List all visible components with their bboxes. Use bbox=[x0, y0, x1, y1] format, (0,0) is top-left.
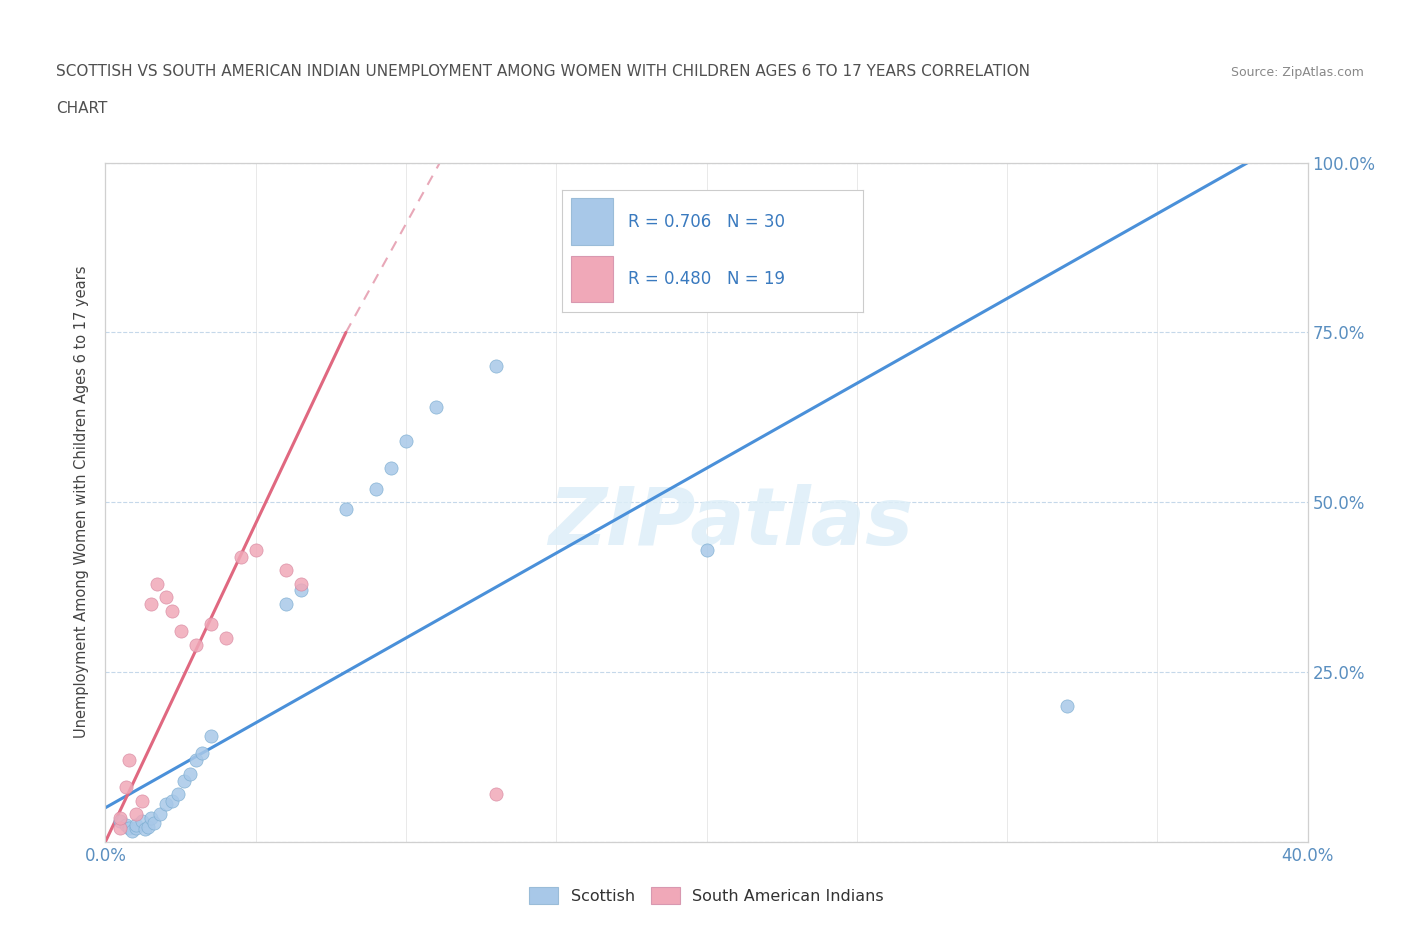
Text: CHART: CHART bbox=[56, 101, 108, 116]
Point bbox=[115, 817, 138, 832]
Point bbox=[173, 773, 195, 788]
Point bbox=[274, 563, 297, 578]
Text: Source: ZipAtlas.com: Source: ZipAtlas.com bbox=[1230, 66, 1364, 79]
Point bbox=[134, 822, 156, 837]
Point bbox=[118, 752, 141, 767]
Point bbox=[124, 820, 146, 835]
Point bbox=[395, 433, 418, 448]
Point bbox=[696, 542, 718, 557]
Y-axis label: Unemployment Among Women with Children Ages 6 to 17 years: Unemployment Among Women with Children A… bbox=[75, 266, 90, 738]
Point bbox=[214, 631, 236, 645]
Point bbox=[245, 542, 267, 557]
Point bbox=[190, 746, 212, 761]
Point bbox=[200, 729, 222, 744]
Point bbox=[131, 793, 153, 808]
Legend: Scottish, South American Indians: Scottish, South American Indians bbox=[522, 879, 891, 911]
Point bbox=[115, 780, 138, 795]
Point bbox=[118, 820, 141, 835]
Point bbox=[124, 807, 146, 822]
Point bbox=[136, 819, 159, 834]
Point bbox=[229, 549, 252, 564]
Point bbox=[184, 752, 207, 767]
Point bbox=[290, 583, 312, 598]
Point bbox=[121, 824, 143, 839]
Point bbox=[160, 793, 183, 808]
Point bbox=[139, 810, 162, 825]
Point bbox=[110, 810, 132, 825]
Point bbox=[290, 577, 312, 591]
Point bbox=[155, 797, 177, 812]
Point bbox=[124, 817, 146, 832]
Point bbox=[139, 597, 162, 612]
Point bbox=[364, 481, 387, 496]
Point bbox=[110, 814, 132, 829]
Point bbox=[155, 590, 177, 604]
Point bbox=[179, 766, 201, 781]
Point bbox=[485, 359, 508, 374]
Point bbox=[485, 787, 508, 802]
Point bbox=[200, 617, 222, 631]
Point bbox=[425, 400, 447, 415]
Point bbox=[335, 501, 357, 516]
Point bbox=[169, 624, 191, 639]
Point bbox=[184, 637, 207, 652]
Point bbox=[380, 461, 402, 476]
Point bbox=[142, 816, 165, 830]
Text: ZIPatlas: ZIPatlas bbox=[548, 484, 912, 562]
Point bbox=[148, 807, 170, 822]
Text: SCOTTISH VS SOUTH AMERICAN INDIAN UNEMPLOYMENT AMONG WOMEN WITH CHILDREN AGES 6 : SCOTTISH VS SOUTH AMERICAN INDIAN UNEMPL… bbox=[56, 64, 1031, 79]
Point bbox=[131, 814, 153, 829]
Point bbox=[110, 820, 132, 835]
Point bbox=[1056, 698, 1078, 713]
Point bbox=[160, 604, 183, 618]
Point bbox=[145, 577, 167, 591]
Point bbox=[274, 597, 297, 612]
Point bbox=[166, 787, 188, 802]
